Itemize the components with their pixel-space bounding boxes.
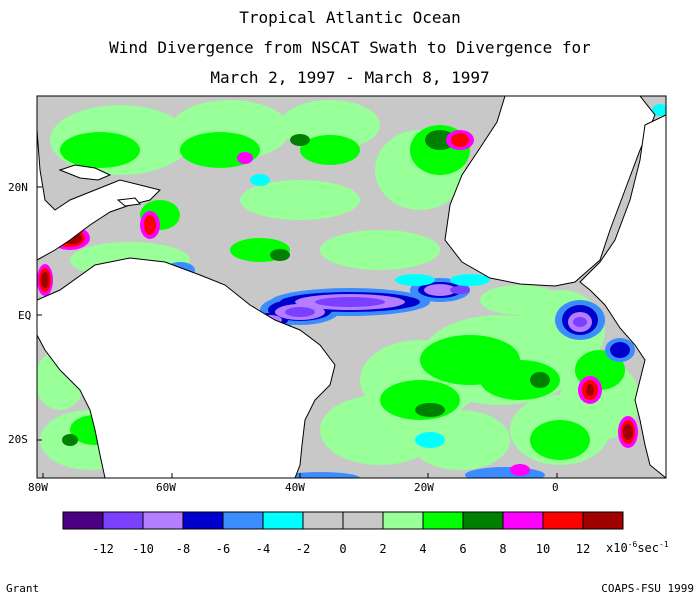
- caribbean-islands: [58, 164, 141, 207]
- divergence-contour: [237, 152, 253, 164]
- divergence-contour: [41, 272, 49, 288]
- lon-label-80w: 80W: [28, 481, 48, 494]
- divergence-contour: [510, 464, 530, 476]
- divergence-contour: [285, 307, 315, 317]
- title-line-2: Wind Divergence from NSCAT Swath to Dive…: [109, 38, 591, 57]
- divergence-contour: [290, 134, 310, 146]
- divergence-contour: [62, 434, 78, 446]
- colorbar-swatch: [262, 511, 304, 530]
- divergence-contour: [465, 467, 545, 478]
- colorbar-swatch: [582, 511, 624, 530]
- divergence-contour: [610, 342, 630, 358]
- colorbar: [62, 511, 624, 530]
- divergence-contour: [425, 130, 455, 150]
- colorbar-tick-label: -6: [215, 542, 231, 556]
- divergence-contour: [315, 297, 385, 307]
- lon-label-0: 0: [552, 481, 559, 494]
- colorbar-tick-label: -2: [295, 542, 311, 556]
- divergence-contour: [144, 215, 156, 235]
- colorbar-tick-label: 10: [535, 542, 551, 556]
- central-america-land: [37, 96, 161, 261]
- lat-label-eq: EQ: [18, 309, 32, 322]
- colorbar-tick-label: 2: [379, 542, 387, 556]
- colorbar-swatch: [142, 511, 184, 530]
- africa-land: [444, 96, 666, 287]
- colorbar-swatch: [502, 511, 544, 530]
- divergence-contour: [60, 132, 140, 168]
- divergence-contour: [480, 360, 560, 400]
- colorbar-swatch: [422, 511, 464, 530]
- divergence-contour: [424, 284, 456, 296]
- title-line-1: Tropical Atlantic Ocean: [239, 8, 461, 27]
- colorbar-swatch: [102, 511, 144, 530]
- colorbar-tick-label: 4: [419, 542, 427, 556]
- divergence-contour: [530, 420, 590, 460]
- divergence-contour: [450, 286, 470, 294]
- divergence-contour: [250, 174, 270, 186]
- colorbar-swatch: [302, 511, 344, 530]
- colorbar-tick-label: 6: [459, 542, 467, 556]
- divergence-contour: [623, 424, 633, 440]
- africa-land-main: [579, 114, 666, 478]
- colorbar-swatch: [342, 511, 384, 530]
- colorbar-tick-label: -12: [92, 542, 114, 556]
- colorbar-swatch: [222, 511, 264, 530]
- colorbar-swatch: [382, 511, 424, 530]
- colorbar-units: x10-6sec-1: [606, 540, 669, 555]
- colorbar-tick-label: 8: [499, 542, 507, 556]
- divergence-contour: [573, 317, 587, 327]
- colorbar-tick-label: 0: [339, 542, 347, 556]
- colorbar-swatch: [62, 511, 104, 530]
- plot-frame: [36, 95, 667, 479]
- divergence-contour: [300, 135, 360, 165]
- divergence-contour: [586, 384, 594, 396]
- colorbar-tick-label: -10: [132, 542, 154, 556]
- lat-label-20s: 20S: [8, 433, 28, 446]
- divergence-contour: [451, 133, 469, 147]
- divergence-contour: [652, 104, 666, 116]
- divergence-contour: [480, 285, 560, 315]
- divergence-contour: [415, 403, 445, 417]
- colorbar-swatch: [182, 511, 224, 530]
- divergence-contour: [395, 274, 435, 286]
- divergence-contour: [410, 410, 510, 470]
- footer-author: Grant: [6, 582, 40, 595]
- lon-label-20w: 20W: [414, 481, 434, 494]
- colorbar-tick-label: 12: [575, 542, 591, 556]
- divergence-contour: [320, 230, 440, 270]
- divergence-contour: [270, 249, 290, 261]
- colorbar-swatch: [462, 511, 504, 530]
- divergence-contour: [530, 372, 550, 388]
- divergence-contour: [240, 180, 360, 220]
- lon-label-60w: 60W: [156, 481, 176, 494]
- divergence-contour: [415, 432, 445, 448]
- lon-label-40w: 40W: [285, 481, 305, 494]
- footer-credit: COAPS-FSU 1999: [601, 582, 694, 595]
- map-field: [37, 96, 666, 478]
- colorbar-swatch: [542, 511, 584, 530]
- divergence-contour: [450, 274, 490, 286]
- colorbar-tick-label: -8: [175, 542, 191, 556]
- title-line-3: March 2, 1997 - March 8, 1997: [210, 68, 490, 87]
- lat-label-20n: 20N: [8, 181, 28, 194]
- south-america-land: [37, 257, 336, 478]
- colorbar-tick-label: -4: [255, 542, 271, 556]
